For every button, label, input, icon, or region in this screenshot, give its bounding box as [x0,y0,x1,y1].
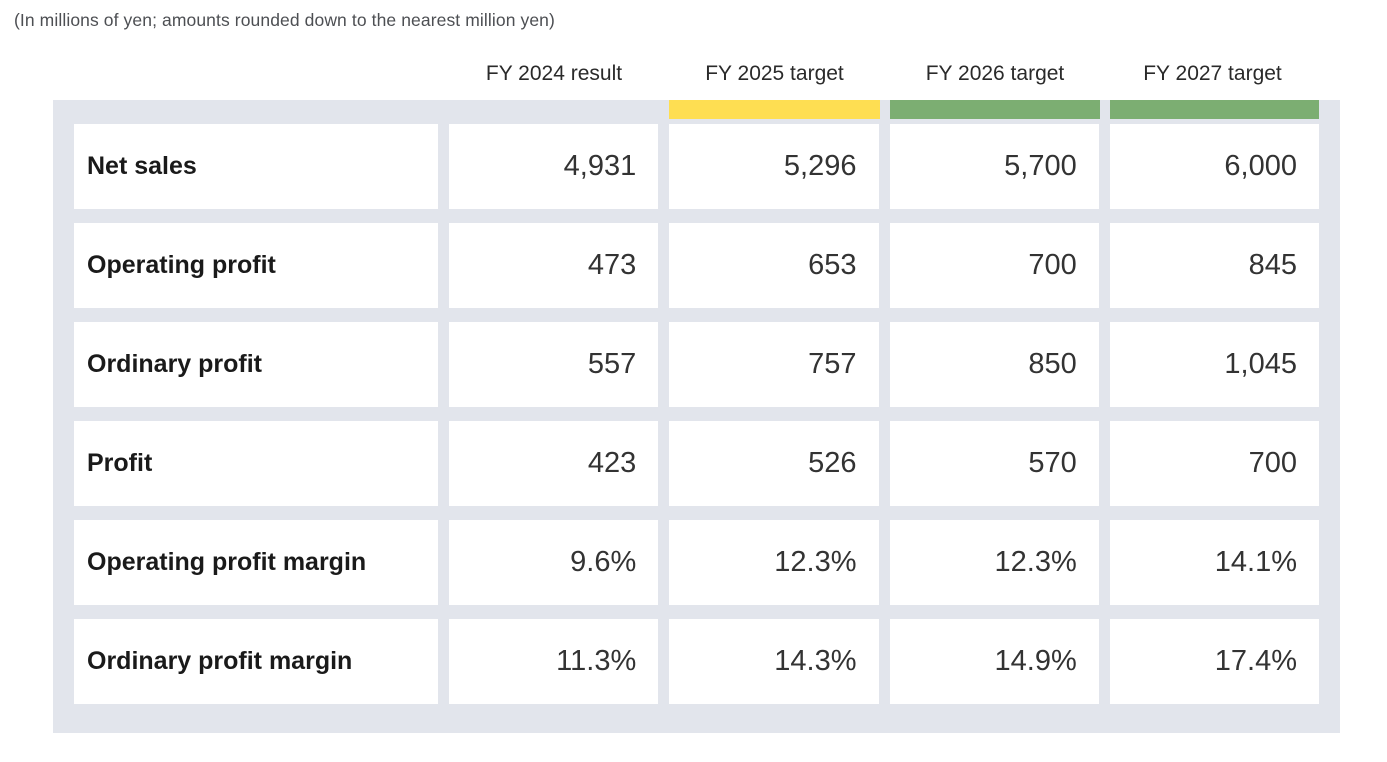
fy2027-highlight-bar [1110,100,1319,119]
net-sales-fy2025: 5,296 [669,124,879,209]
operating-profit-fy2026: 700 [889,223,1099,308]
row-label-profit: Profit [74,421,438,506]
profit-fy2026: 570 [889,421,1099,506]
operating-profit-fy2025: 653 [669,223,879,308]
operating-profit-fy2024: 473 [449,223,659,308]
ordinary-profit-fy2024: 557 [449,322,659,407]
operating-profit-margin-fy2027: 14.1% [1109,520,1319,605]
profit-fy2027: 700 [1109,421,1319,506]
row-label-ordinary-profit: Ordinary profit [74,322,438,407]
column-header-fy2025-target: FY 2025 target [705,62,844,85]
net-sales-fy2027: 6,000 [1109,124,1319,209]
row-label-operating-profit-margin: Operating profit margin [74,520,438,605]
profit-fy2024: 423 [449,421,659,506]
fy2026-highlight-bar [890,100,1100,119]
units-note: (In millions of yen; amounts rounded dow… [14,10,555,30]
row-label-ordinary-profit-margin: Ordinary profit margin [74,619,438,704]
ordinary-profit-fy2025: 757 [669,322,879,407]
table-grid: Net sales 4,931 5,296 5,700 6,000 Operat… [74,124,1319,704]
operating-profit-margin-fy2024: 9.6% [449,520,659,605]
ordinary-profit-fy2027: 1,045 [1109,322,1319,407]
column-header-fy2024-result: FY 2024 result [485,62,623,85]
operating-profit-margin-fy2025: 12.3% [669,520,879,605]
operating-profit-margin-fy2026: 12.3% [889,520,1099,605]
ordinary-profit-margin-fy2026: 14.9% [889,619,1099,704]
net-sales-fy2024: 4,931 [449,124,659,209]
fy2025-highlight-bar [669,100,880,119]
row-label-net-sales: Net sales [74,124,438,209]
column-header-fy2027-target: FY 2027 target [1143,62,1282,85]
net-sales-fy2026: 5,700 [889,124,1099,209]
column-header-fy2026-target: FY 2026 target [925,62,1065,85]
ordinary-profit-margin-fy2025: 14.3% [669,619,879,704]
profit-fy2025: 526 [669,421,879,506]
ordinary-profit-fy2026: 850 [889,322,1099,407]
row-label-operating-profit: Operating profit [74,223,438,308]
ordinary-profit-margin-fy2024: 11.3% [449,619,659,704]
ordinary-profit-margin-fy2027: 17.4% [1109,619,1319,704]
operating-profit-fy2027: 845 [1109,223,1319,308]
